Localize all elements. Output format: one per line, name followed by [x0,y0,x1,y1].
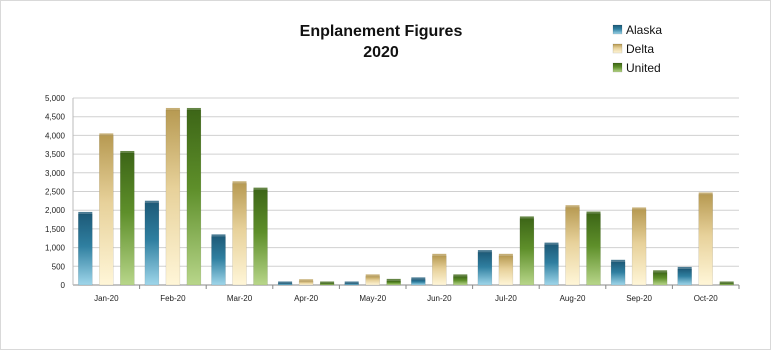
legend-label-delta: Delta [626,42,654,56]
x-tick-label: Jul-20 [495,294,517,303]
bar-top-cap [344,281,359,284]
bar-top-cap [611,259,626,262]
legend: Alaska Delta United [612,23,662,75]
legend-label-united: United [626,61,661,75]
y-axis-ticks: 0 500 1,000 1,500 2,000 2,500 3,000 3,500 4,000 4… [45,94,66,290]
bar-top-cap [698,192,713,195]
bar-top-cap [186,107,201,110]
bar-delta-sep-20 [631,209,647,286]
bar-delta-feb-20 [165,109,181,286]
x-tick-label: Aug-20 [560,294,586,303]
legend-swatch-alaska [612,24,623,35]
bar-delta-mar-20 [232,183,247,286]
x-axis-ticks: Jan-20 Feb-20 Mar-20 Apr-20 May-20 Jun-20 Jul-… [94,285,740,303]
bar-united-jun-20 [453,276,468,286]
x-tick-label: May-20 [359,294,386,303]
x-tick-label: Jun-20 [427,294,452,303]
legend-swatch-delta [612,43,623,54]
bar-alaska-jul-20 [477,251,493,286]
y-tick-label: 3,500 [45,150,66,159]
gridlines [72,97,739,286]
x-tick-label: Sep-20 [626,294,652,303]
bar-top-cap [519,216,534,219]
bar-united-oct-20 [719,283,734,286]
bar-alaska-oct-20 [677,268,692,286]
y-tick-label: 2,000 [45,206,66,215]
legend-swatch-united [612,62,623,73]
bar-alaska-feb-20 [144,202,160,286]
bar-top-cap [565,205,580,208]
y-tick-label: 3,000 [45,169,66,178]
legend-label-alaska: Alaska [626,23,662,37]
y-tick-label: 0 [61,281,66,290]
bar-alaska-jan-20 [78,213,93,286]
bar-delta-apr-20 [298,281,314,286]
bar-united-feb-20 [186,109,202,286]
bar-united-aug-20 [586,213,601,286]
bar-delta-oct-20 [698,194,713,286]
bar-top-cap [677,266,692,269]
bar-top-cap [498,253,513,256]
bar-top-cap [99,133,114,136]
bar-top-cap [232,181,247,184]
bar-united-jan-20 [120,152,135,286]
x-tick-label: Jan-20 [94,294,119,303]
bar-united-apr-20 [319,283,335,286]
bar-top-cap [299,279,314,282]
bar-alaska-jun-20 [411,279,426,286]
bar-top-cap [120,150,135,153]
bar-delta-jun-20 [432,255,447,286]
bar-united-mar-20 [253,189,268,286]
bar-top-cap [719,281,734,284]
y-tick-label: 1,500 [45,225,66,234]
bar-series [78,107,734,286]
bar-top-cap [453,274,468,277]
bar-top-cap [586,211,601,214]
bar-top-cap [653,270,668,273]
bar-top-cap [632,207,647,210]
y-tick-label: 4,500 [45,113,66,122]
bar-alaska-mar-20 [211,236,226,286]
x-tick-label: Apr-20 [294,294,319,303]
bar-top-cap [477,250,492,253]
bar-alaska-aug-20 [544,244,559,286]
bar-top-cap [432,253,447,256]
bar-top-cap [386,278,401,281]
bar-top-cap [411,277,426,280]
bar-united-may-20 [386,280,401,286]
bar-delta-may-20 [365,276,380,286]
y-tick-label: 4,000 [45,131,66,140]
x-tick-label: Oct-20 [694,294,719,303]
bar-top-cap [78,211,93,214]
bar-top-cap [544,242,559,245]
bar-united-sep-20 [652,272,668,286]
x-tick-label: Feb-20 [160,294,186,303]
bar-alaska-may-20 [344,283,359,286]
y-tick-label: 2,500 [45,188,66,197]
chart-title-line-1: Enplanement Figures [300,23,463,40]
bar-delta-aug-20 [565,206,580,286]
bar-top-cap [278,281,293,284]
bar-top-cap [211,234,226,237]
bar-alaska-sep-20 [610,261,626,286]
x-tick-label: Mar-20 [227,294,253,303]
bar-top-cap [253,187,268,190]
y-tick-label: 5,000 [45,94,66,103]
chart-title-line-2: 2020 [363,44,399,61]
y-tick-label: 500 [52,262,66,271]
bar-top-cap [144,200,159,203]
bar-delta-jan-20 [99,135,114,286]
y-tick-label: 1,000 [45,244,66,253]
bar-top-cap [165,107,180,110]
bar-delta-jul-20 [498,255,514,286]
bar-top-cap [365,274,380,277]
bar-alaska-apr-20 [277,283,293,286]
bar-top-cap [320,281,335,284]
bar-united-jul-20 [519,218,535,286]
